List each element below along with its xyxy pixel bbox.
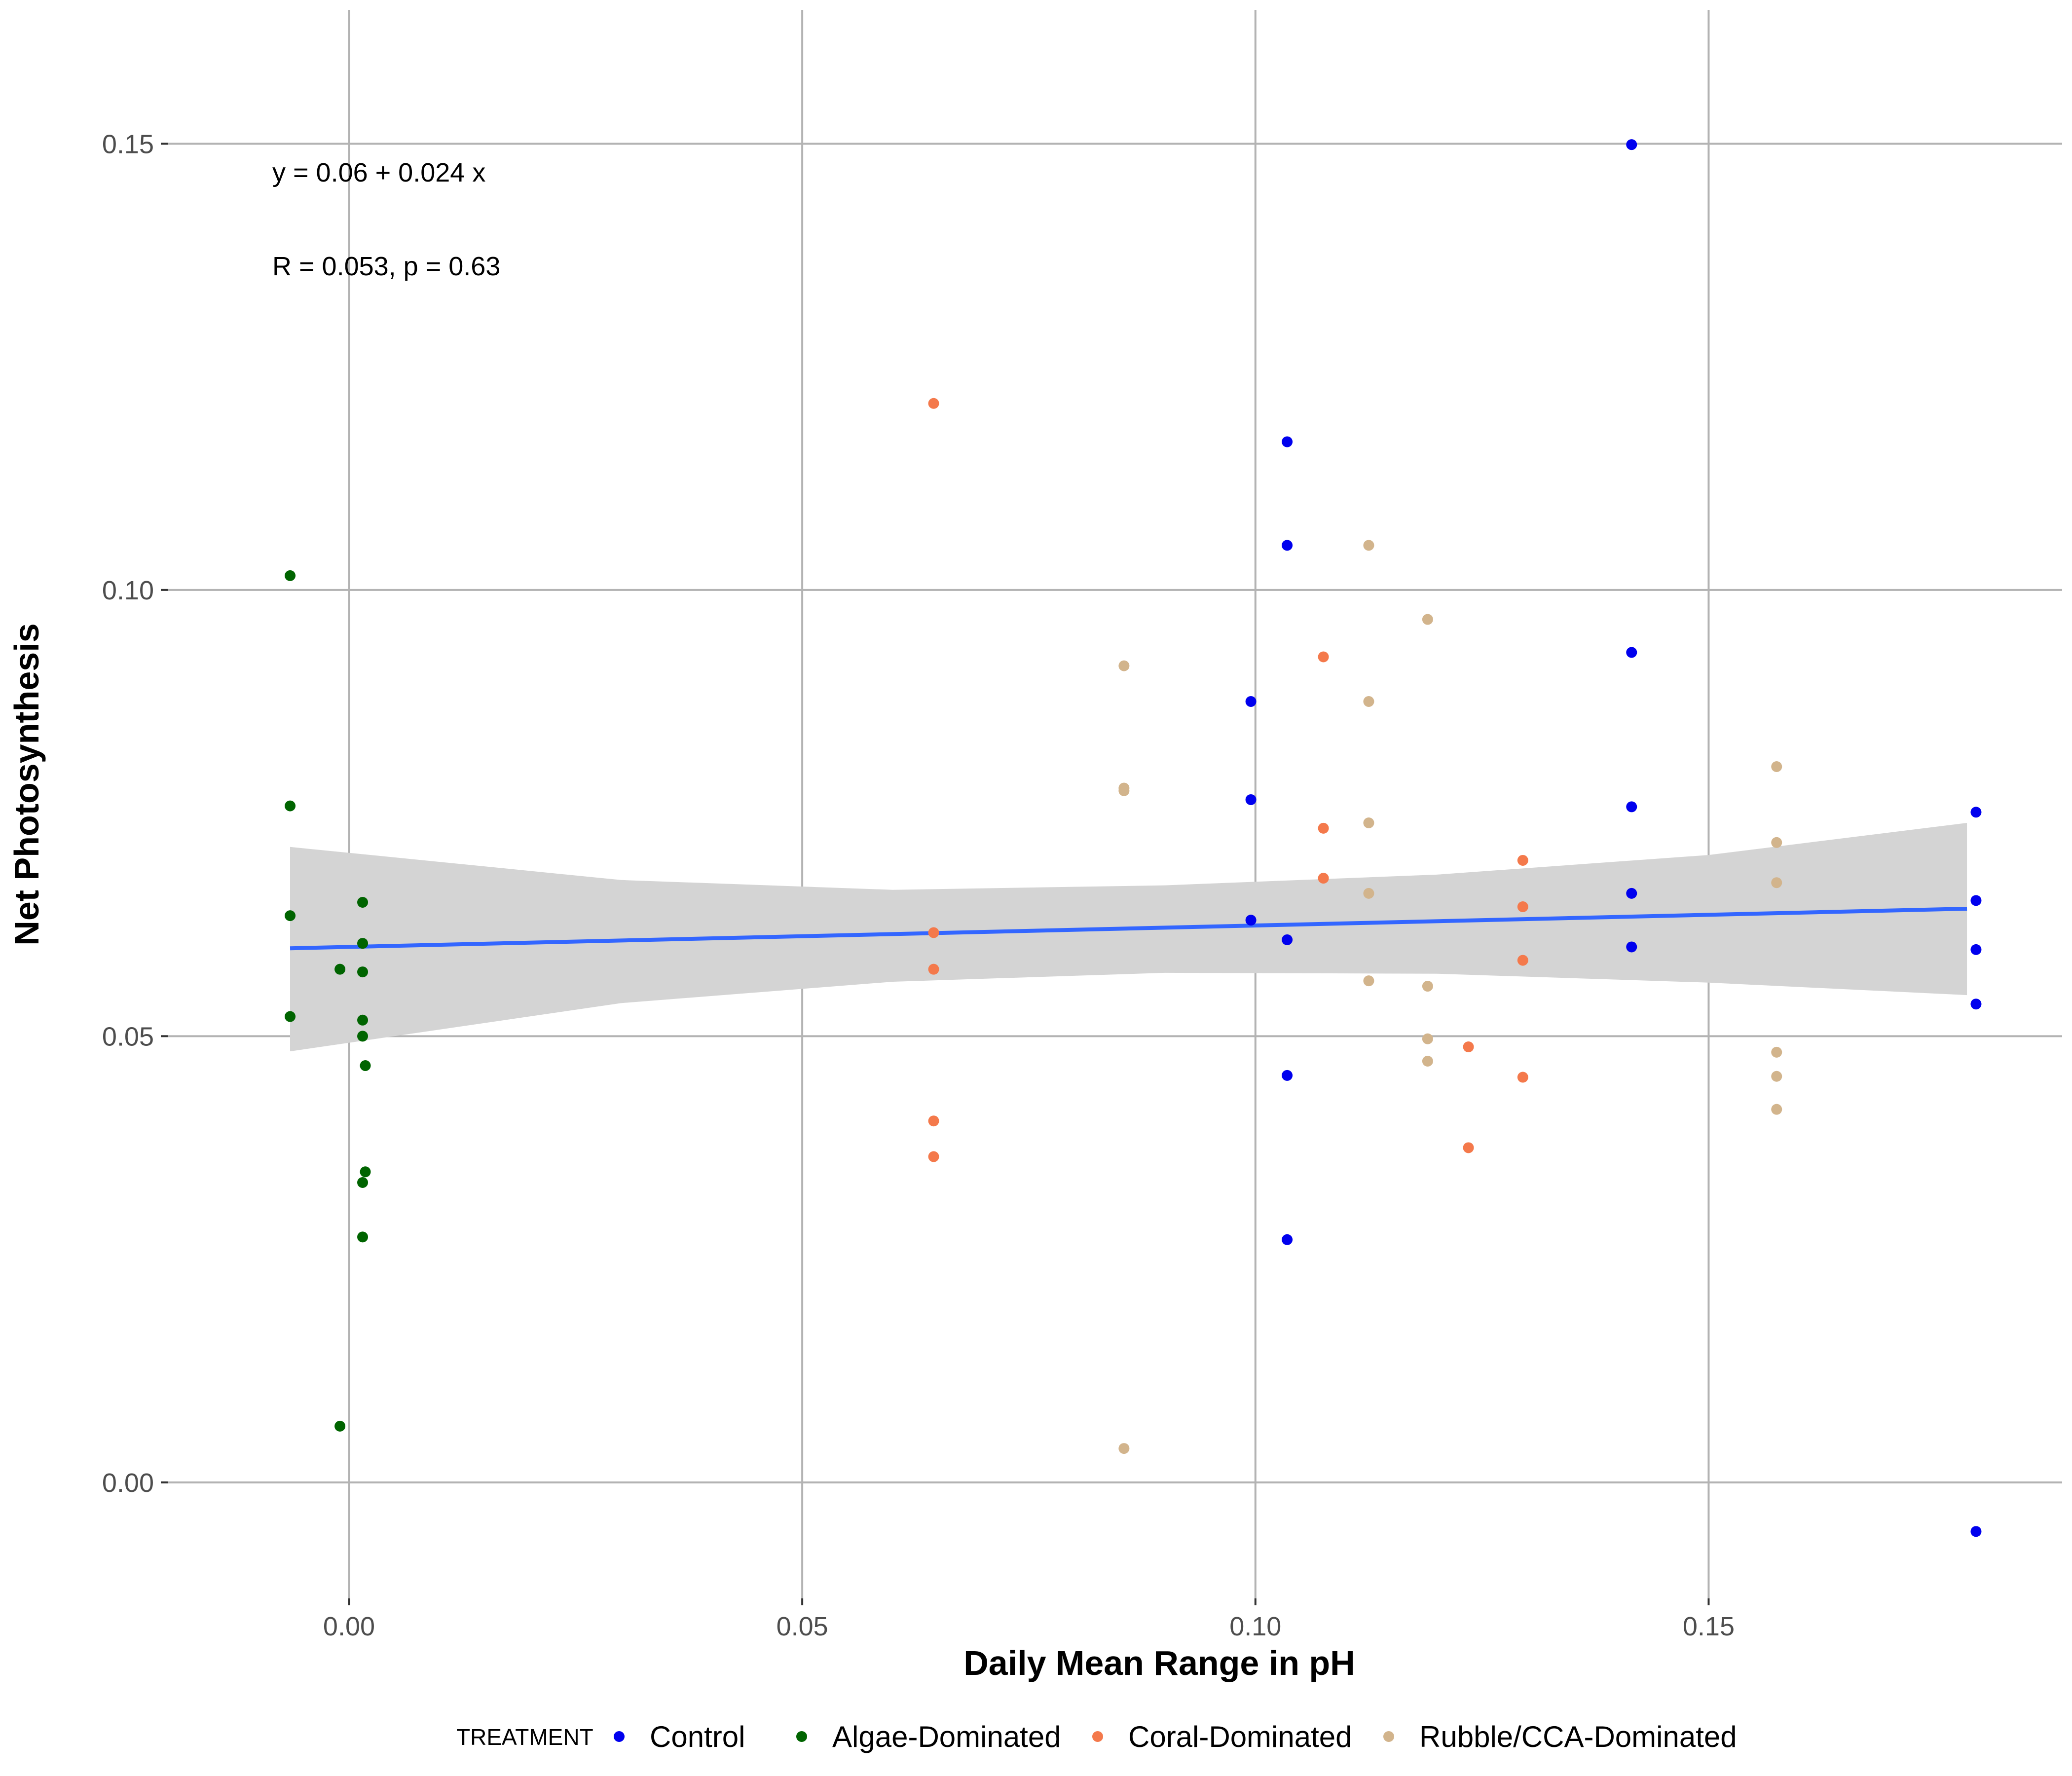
legend: TREATMENT Control Algae-Dominated Coral-Do… [456,1720,1737,1753]
point-algae-dominated [285,570,296,581]
y-tick-label: 0.00 [102,1468,154,1498]
x-tick-label: 0.15 [1683,1612,1735,1641]
point-rubble-cca-dominated [1771,761,1782,773]
point-control [1245,696,1257,707]
point-algae-dominated [285,1011,296,1022]
x-tick-label: 0.00 [323,1612,375,1641]
point-algae-dominated [357,1031,369,1042]
point-algae-dominated [360,1060,371,1072]
point-coral-dominated [1318,822,1329,834]
point-control [1626,888,1637,899]
point-control [1970,944,1982,955]
point-algae-dominated [357,1177,369,1188]
legend-key-coral-dominated [1092,1731,1103,1742]
point-control [1282,1234,1293,1245]
point-rubble-cca-dominated [1771,1046,1782,1058]
point-rubble-cca-dominated [1363,817,1374,828]
legend-label-algae-dominated: Algae-Dominated [832,1720,1061,1753]
point-coral-dominated [1463,1142,1474,1153]
point-control [1970,807,1982,818]
point-coral-dominated [1517,1072,1528,1083]
legend-key-control [614,1731,625,1742]
point-rubble-cca-dominated [1771,1071,1782,1082]
axes: 0.00 0.05 0.10 0.15 0.00 0.05 0.10 0.15 [102,129,1735,1641]
x-tick-label: 0.05 [777,1612,828,1641]
point-rubble-cca-dominated [1363,888,1374,899]
point-rubble-cca-dominated [1363,975,1374,987]
point-rubble-cca-dominated [1422,1033,1433,1044]
point-rubble-cca-dominated [1118,660,1130,671]
legend-label-rubble-cca-dominated: Rubble/CCA-Dominated [1419,1720,1737,1753]
point-rubble-cca-dominated [1118,782,1130,794]
point-coral-dominated [1517,901,1528,913]
point-coral-dominated [928,1115,939,1127]
point-rubble-cca-dominated [1363,696,1374,707]
confidence-band-layer [290,823,1967,1052]
y-tick-label: 0.15 [102,129,154,159]
point-rubble-cca-dominated [1422,1055,1433,1067]
point-coral-dominated [928,927,939,938]
point-coral-dominated [1517,955,1528,966]
stats-annotation: R = 0.053, p = 0.63 [272,252,500,281]
point-coral-dominated [1318,651,1329,663]
point-control [1282,934,1293,945]
point-algae-dominated [357,1231,369,1243]
point-rubble-cca-dominated [1363,540,1374,551]
legend-title: TREATMENT [456,1724,593,1750]
data-points [285,139,1982,1537]
point-control [1626,801,1637,813]
point-algae-dominated [285,800,296,812]
y-tick-label: 0.10 [102,576,154,605]
point-algae-dominated [357,966,369,978]
point-rubble-cca-dominated [1771,877,1782,888]
equation-annotation: y = 0.06 + 0.024 x [272,158,485,187]
point-coral-dominated [928,963,939,975]
point-rubble-cca-dominated [1771,1104,1782,1115]
point-control [1245,915,1257,926]
point-control [1282,1070,1293,1081]
point-control [1245,794,1257,805]
point-rubble-cca-dominated [1771,837,1782,848]
x-tick-label: 0.10 [1229,1612,1281,1641]
regression-line-layer [290,906,1967,951]
legend-label-coral-dominated: Coral-Dominated [1128,1720,1352,1753]
point-algae-dominated [360,1166,371,1178]
point-control [1626,139,1637,150]
point-rubble-cca-dominated [1422,614,1433,625]
legend-label-control: Control [650,1720,745,1753]
point-control [1970,1526,1982,1537]
point-rubble-cca-dominated [1422,981,1433,992]
y-axis-title: Net Photosynthesis [7,623,46,945]
regression-line [290,906,1967,951]
point-coral-dominated [1463,1041,1474,1053]
y-tick-label: 0.05 [102,1022,154,1051]
legend-key-rubble-cca-dominated [1383,1731,1394,1742]
point-control [1970,895,1982,906]
point-coral-dominated [1517,854,1528,866]
x-axis-title: Daily Mean Range in pH [963,1644,1355,1682]
point-algae-dominated [357,938,369,949]
point-algae-dominated [357,896,369,908]
point-control [1626,941,1637,953]
point-coral-dominated [1318,873,1329,884]
point-algae-dominated [334,963,346,975]
point-algae-dominated [334,1420,346,1432]
point-control [1282,436,1293,447]
point-coral-dominated [928,398,939,409]
point-control [1970,999,1982,1010]
point-rubble-cca-dominated [1118,1443,1130,1454]
point-control [1626,647,1637,658]
point-control [1282,540,1293,551]
point-algae-dominated [285,910,296,922]
point-coral-dominated [928,1151,939,1162]
confidence-band [290,823,1967,1052]
legend-key-algae-dominated [796,1731,807,1742]
point-algae-dominated [357,1014,369,1026]
grid [168,10,2062,1598]
